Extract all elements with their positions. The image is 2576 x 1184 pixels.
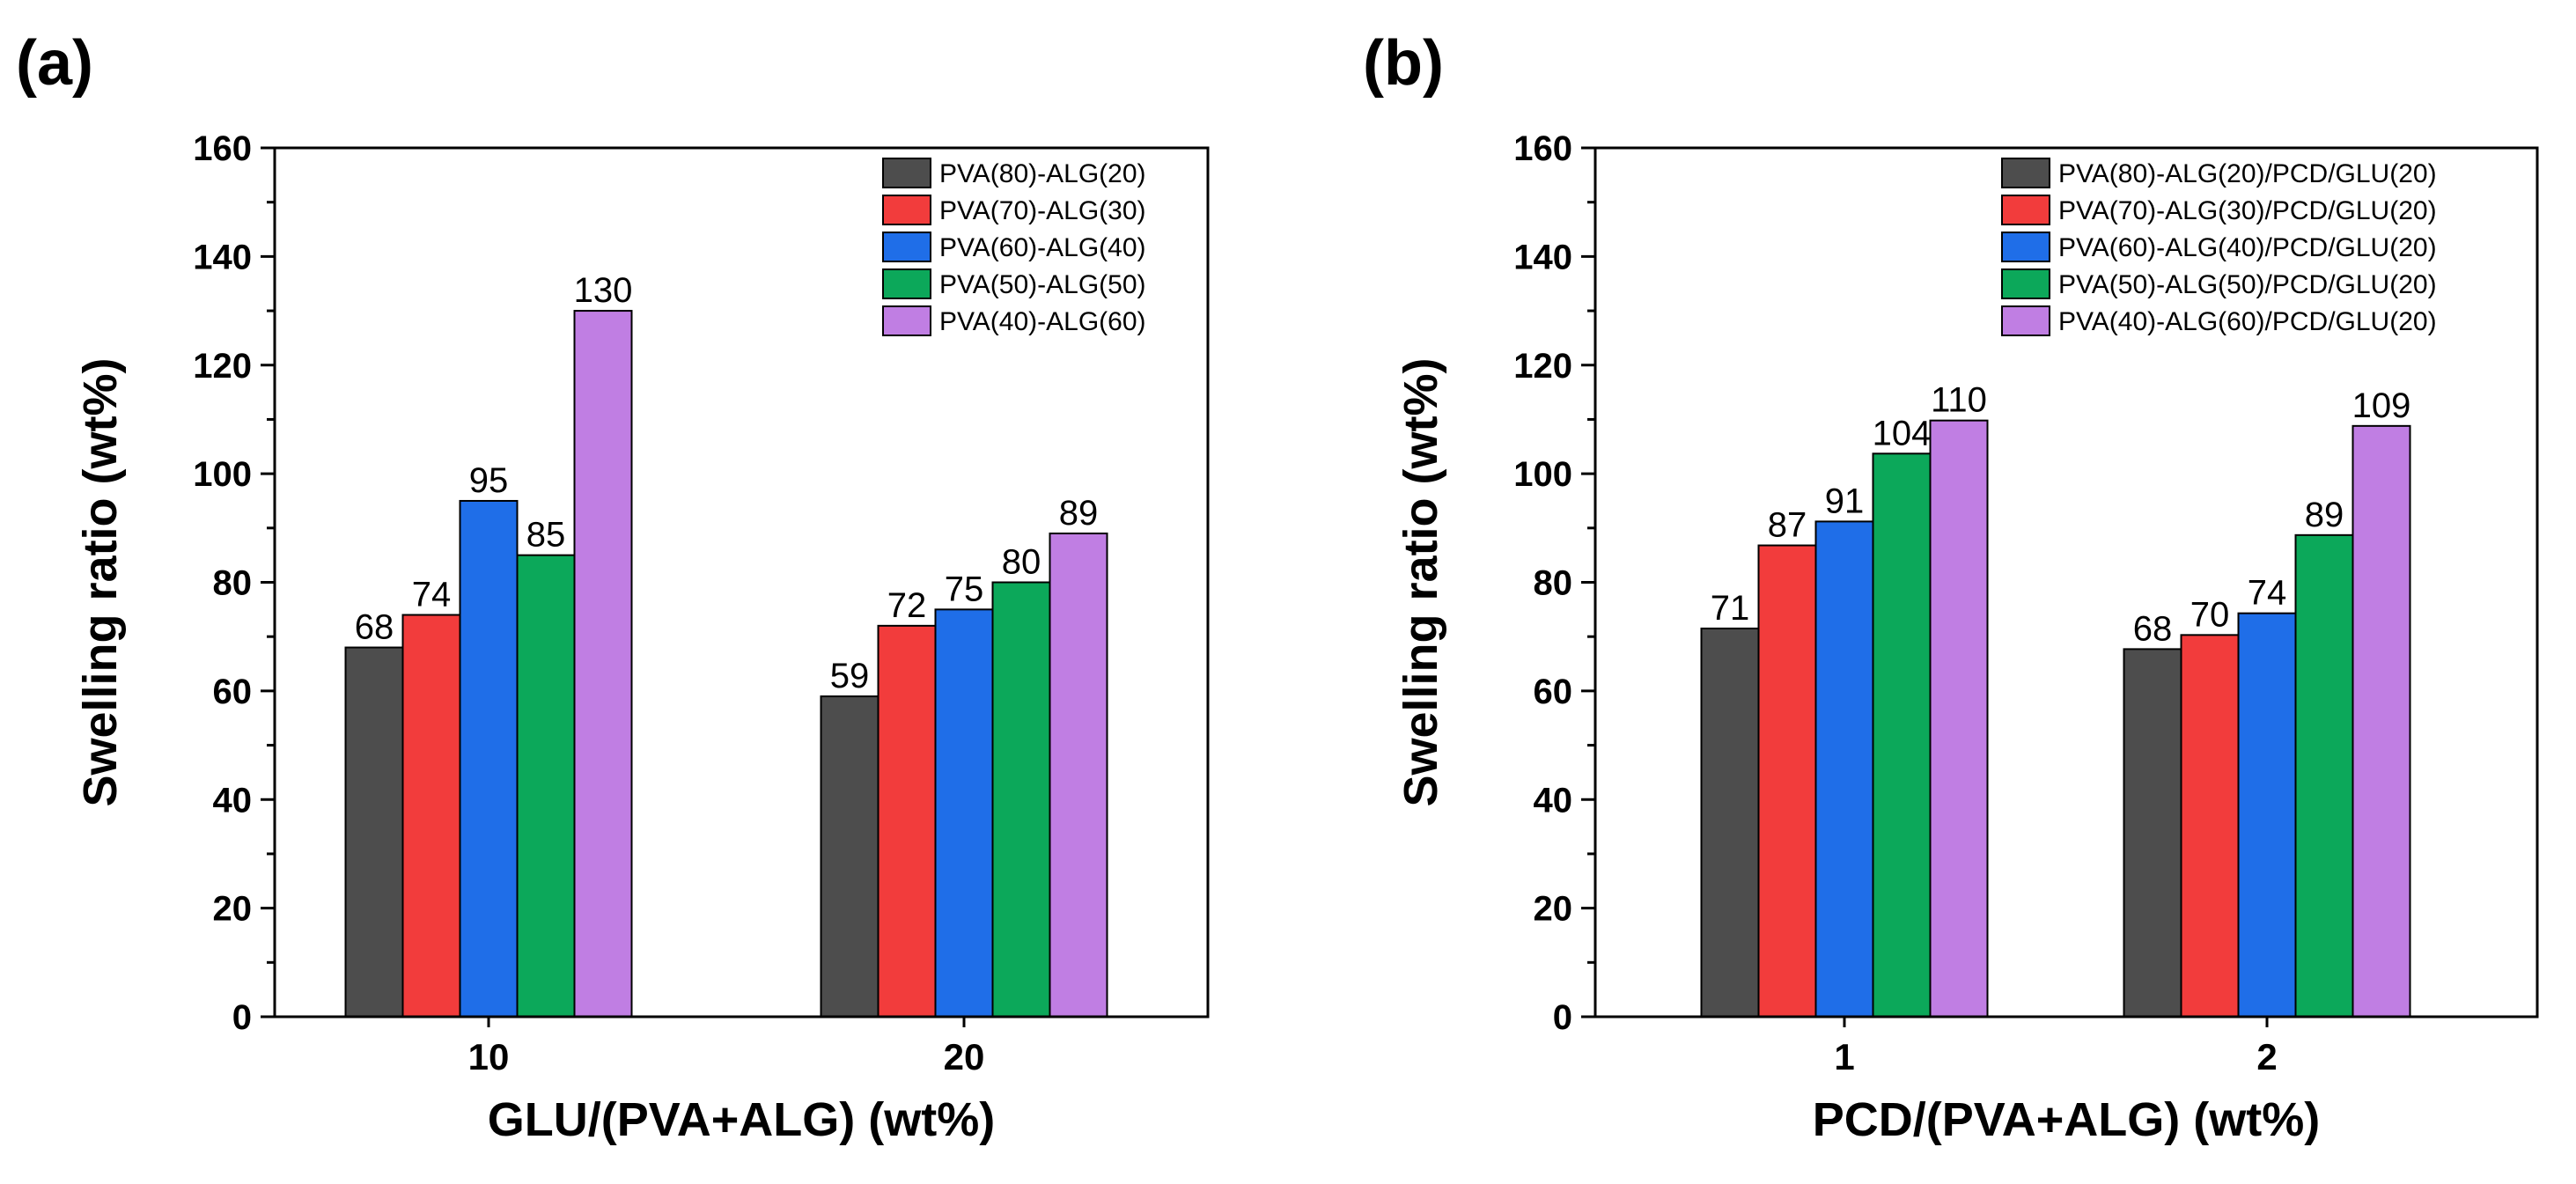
bar bbox=[1049, 532, 1108, 1018]
y-tick-label: 160 bbox=[1513, 129, 1572, 168]
bar-value-label: 89 bbox=[1059, 494, 1099, 533]
legend-swatch bbox=[882, 158, 931, 188]
bar-value-label: 72 bbox=[887, 586, 927, 625]
x-tick-label: 10 bbox=[468, 1036, 510, 1077]
bar bbox=[1700, 627, 1760, 1018]
x-tick-label: 1 bbox=[1834, 1036, 1854, 1077]
y-tick-label: 100 bbox=[1513, 455, 1572, 494]
bar bbox=[877, 624, 937, 1018]
legend-entry-label: PVA(70)-ALG(30) bbox=[939, 196, 1146, 225]
y-tick-label: 100 bbox=[193, 455, 252, 494]
bar bbox=[2123, 648, 2182, 1018]
y-tick-label: 140 bbox=[1513, 238, 1572, 276]
bar-value-label: 91 bbox=[1825, 482, 1865, 520]
bar-value-label: 104 bbox=[1873, 414, 1932, 452]
legend-swatch bbox=[882, 195, 931, 225]
bar-value-label: 85 bbox=[526, 516, 566, 555]
bar bbox=[1872, 452, 1932, 1018]
x-tick-label: 2 bbox=[2256, 1036, 2277, 1077]
legend-swatch bbox=[2001, 232, 2050, 262]
legend-entry-label: PVA(80)-ALG(20)/PCD/GLU(20) bbox=[2058, 159, 2437, 188]
bar bbox=[2237, 612, 2297, 1018]
legend-entry-label: PVA(60)-ALG(40) bbox=[939, 233, 1146, 262]
bar bbox=[401, 614, 461, 1018]
legend: PVA(80)-ALG(20)/PCD/GLU(20) PVA(70)-ALG(3… bbox=[2001, 158, 2437, 336]
panel-label: (b) bbox=[1363, 28, 1444, 99]
plot-frame bbox=[273, 146, 1210, 1019]
x-axis-title: GLU/(PVA+ALG) (wt%) bbox=[488, 1093, 995, 1146]
bar-value-label: 74 bbox=[2248, 574, 2287, 613]
y-tick-label: 60 bbox=[1534, 673, 1573, 711]
bar-value-label: 95 bbox=[469, 461, 509, 500]
y-tick-label: 20 bbox=[1534, 890, 1573, 929]
bar-value-label: 109 bbox=[2352, 386, 2411, 425]
bar bbox=[1814, 520, 1874, 1018]
legend-entry-label: PVA(50)-ALG(50) bbox=[939, 270, 1146, 299]
bar bbox=[516, 554, 576, 1018]
bar bbox=[2352, 424, 2411, 1018]
bar-value-label: 71 bbox=[1711, 589, 1750, 628]
y-tick-label: 80 bbox=[213, 564, 253, 603]
bar bbox=[934, 608, 994, 1018]
bar-value-label: 89 bbox=[2305, 496, 2344, 534]
legend-swatch bbox=[2001, 268, 2050, 299]
legend: PVA(80)-ALG(20) PVA(70)-ALG(30) PVA(60)-AL… bbox=[882, 158, 1146, 336]
bar bbox=[2294, 533, 2354, 1018]
y-tick-label: 80 bbox=[1534, 564, 1573, 603]
bar bbox=[1757, 544, 1817, 1018]
bar-value-label: 59 bbox=[830, 657, 870, 695]
bar-value-label: 74 bbox=[412, 576, 452, 614]
bar bbox=[820, 695, 880, 1018]
bar bbox=[991, 581, 1051, 1018]
legend-entry-label: PVA(80)-ALG(20) bbox=[939, 159, 1146, 188]
legend-swatch bbox=[882, 305, 931, 336]
bar-value-label: 75 bbox=[945, 570, 984, 608]
bar-value-label: 68 bbox=[2133, 609, 2173, 648]
legend-entry-label: PVA(40)-ALG(60) bbox=[939, 307, 1146, 336]
chart-panel-a: (a) 68 74 95 85 130 10 59 72 75 80 89 20 0 20 40 60 80 100… bbox=[16, 28, 1210, 1146]
bar-value-label: 130 bbox=[574, 271, 633, 310]
bar-value-label: 68 bbox=[355, 608, 394, 647]
legend-swatch bbox=[2001, 305, 2050, 336]
y-axis-title: Swelling ratio (wt%) bbox=[1395, 357, 1447, 806]
bar bbox=[2180, 634, 2240, 1018]
y-tick-label: 40 bbox=[213, 781, 253, 820]
bar bbox=[1929, 419, 1989, 1018]
legend-entry-label: PVA(40)-ALG(60)/PCD/GLU(20) bbox=[2058, 307, 2437, 336]
y-tick-label: 0 bbox=[1553, 998, 1572, 1037]
y-tick-label: 60 bbox=[213, 673, 253, 711]
legend-swatch bbox=[882, 232, 931, 262]
y-axis-title: Swelling ratio (wt%) bbox=[74, 357, 127, 806]
bar-value-label: 110 bbox=[1931, 381, 1987, 420]
y-tick-label: 120 bbox=[193, 347, 252, 386]
y-tick-label: 40 bbox=[1534, 781, 1573, 820]
y-tick-label: 0 bbox=[232, 998, 252, 1037]
bar-value-label: 80 bbox=[1002, 543, 1041, 582]
y-tick-label: 160 bbox=[193, 129, 252, 168]
x-axis-title: PCD/(PVA+ALG) (wt%) bbox=[1813, 1093, 2321, 1146]
plot-frame bbox=[1593, 146, 2539, 1019]
bar bbox=[459, 499, 519, 1018]
y-tick-label: 120 bbox=[1513, 347, 1572, 386]
legend-swatch bbox=[2001, 195, 2050, 225]
bar bbox=[344, 646, 404, 1019]
bar bbox=[573, 310, 633, 1018]
legend-entry-label: PVA(50)-ALG(50)/PCD/GLU(20) bbox=[2058, 270, 2437, 299]
bar-value-label: 70 bbox=[2190, 595, 2230, 634]
bar-value-label: 87 bbox=[1768, 506, 1807, 545]
y-tick-label: 140 bbox=[193, 238, 252, 276]
y-tick-label: 20 bbox=[213, 890, 253, 929]
legend-entry-label: PVA(60)-ALG(40)/PCD/GLU(20) bbox=[2058, 233, 2437, 262]
x-tick-label: 20 bbox=[944, 1036, 985, 1077]
legend-swatch bbox=[2001, 158, 2050, 188]
legend-swatch bbox=[882, 268, 931, 299]
legend-entry-label: PVA(70)-ALG(30)/PCD/GLU(20) bbox=[2058, 196, 2437, 225]
panel-label: (a) bbox=[16, 28, 93, 99]
